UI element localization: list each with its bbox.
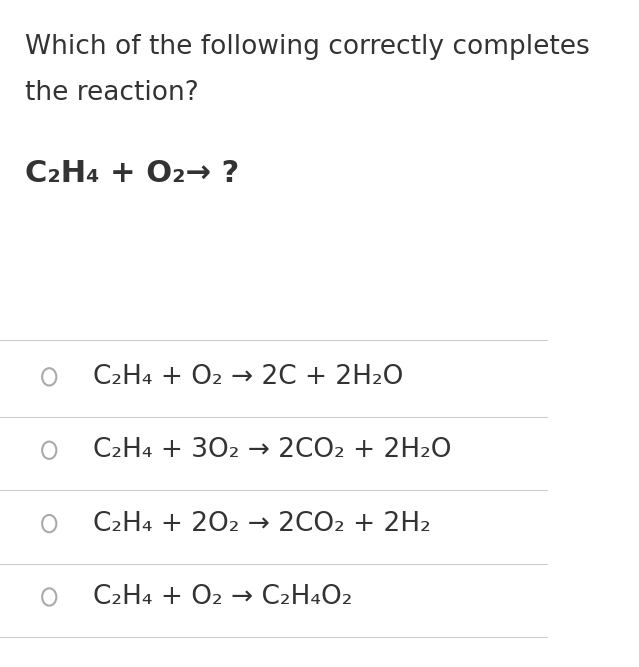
Text: Which of the following correctly completes: Which of the following correctly complet…	[25, 34, 589, 59]
Text: C₂H₄ + O₂ → C₂H₄O₂: C₂H₄ + O₂ → C₂H₄O₂	[93, 584, 352, 610]
Text: C₂H₄ + 2O₂ → 2CO₂ + 2H₂: C₂H₄ + 2O₂ → 2CO₂ + 2H₂	[93, 511, 431, 536]
Text: C₂H₄ + O₂ → 2C + 2H₂O: C₂H₄ + O₂ → 2C + 2H₂O	[93, 364, 403, 390]
Text: C₂H₄ + 3O₂ → 2CO₂ + 2H₂O: C₂H₄ + 3O₂ → 2CO₂ + 2H₂O	[93, 438, 452, 463]
Text: C₂H₄ + O₂→ ?: C₂H₄ + O₂→ ?	[25, 159, 239, 188]
Text: the reaction?: the reaction?	[25, 81, 198, 106]
